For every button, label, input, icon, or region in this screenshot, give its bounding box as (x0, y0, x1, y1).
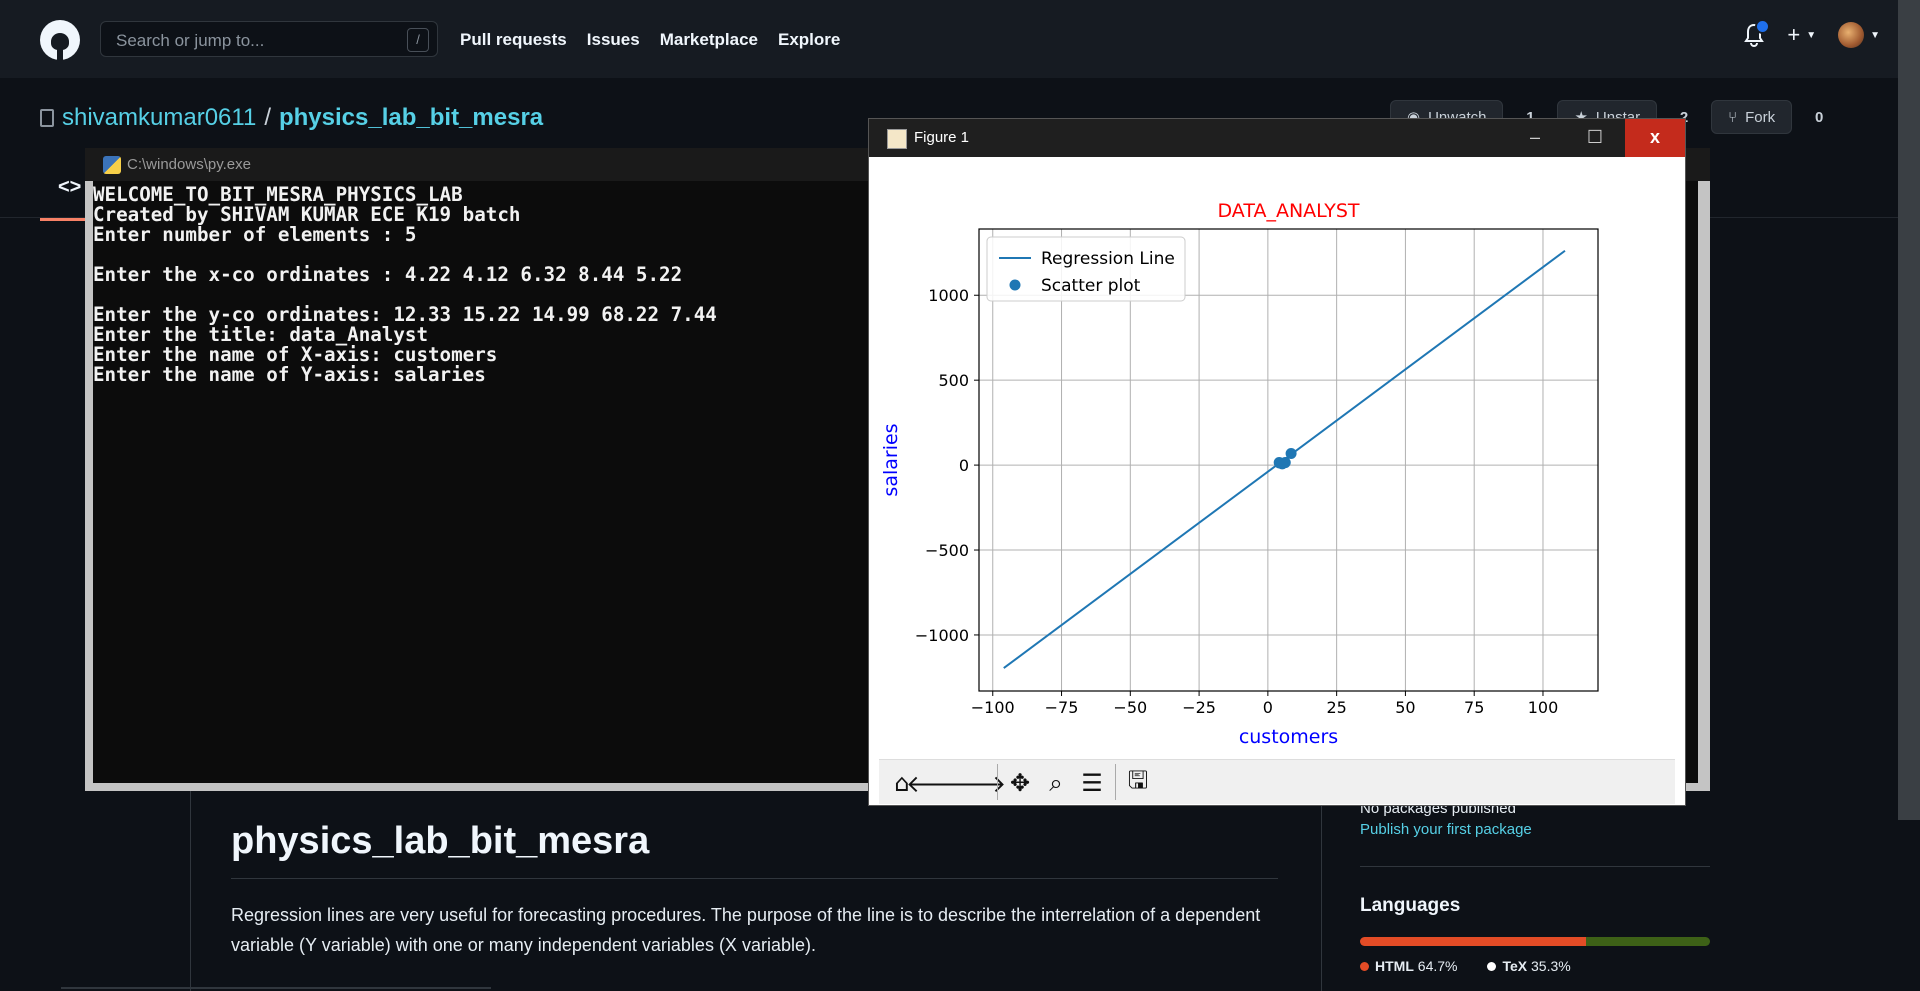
languages-heading: Languages (1360, 895, 1461, 916)
readme-panel: physics_lab_bit_mesra Regression lines a… (61, 760, 1322, 991)
github-logo-icon[interactable] (40, 20, 80, 60)
fork-button[interactable]: ⑂ Fork (1711, 100, 1793, 134)
github-header: Search or jump to... / Pull requests Iss… (0, 0, 1920, 78)
search-shortcut-key: / (407, 28, 429, 52)
fork-label: Fork (1745, 108, 1776, 126)
language-bar-html (1360, 937, 1587, 946)
x-tick-label: −50 (1113, 698, 1147, 717)
toolbar-divider (997, 764, 998, 800)
code-icon: <> (58, 176, 82, 198)
readme-text: Regression lines are very useful for for… (231, 905, 1261, 955)
zoom-icon[interactable]: ⌕ (1049, 769, 1063, 797)
language-percent: 35.3% (1531, 958, 1571, 974)
x-tick-label: 50 (1395, 698, 1415, 717)
toolbar-divider (1115, 764, 1116, 800)
x-tick-label: 75 (1464, 698, 1484, 717)
scatter-point (1276, 458, 1288, 470)
x-tick-label: −75 (1045, 698, 1079, 717)
close-button[interactable]: x (1625, 119, 1685, 157)
publish-package-link[interactable]: Publish your first package (1360, 821, 1532, 838)
language-dot-icon (1360, 962, 1369, 971)
y-tick-label: 1000 (928, 286, 969, 305)
legend-box (986, 236, 1186, 302)
x-tick-label: −25 (1182, 698, 1216, 717)
watch-count[interactable]: 1 (1526, 108, 1535, 126)
breadcrumb-separator: / (264, 104, 271, 131)
nav-marketplace[interactable]: Marketplace (659, 30, 758, 49)
star-count[interactable]: 2 (1679, 108, 1689, 126)
python-icon (103, 156, 121, 174)
x-axis-label: customers (1239, 726, 1338, 748)
create-new-dropdown[interactable]: + ▼ (1787, 22, 1816, 48)
x-tick-label: −100 (971, 698, 1015, 717)
fork-icon: ⑂ (1728, 108, 1738, 126)
plus-icon: + (1787, 22, 1801, 47)
scatter-point (1285, 448, 1297, 460)
page-scrollbar[interactable] (1898, 0, 1920, 820)
x-tick-label: 25 (1326, 698, 1346, 717)
figure-window: Figure 1 – ☐ x −100 −75 −50 −25 0 25 50 75 100 −1… (868, 118, 1686, 806)
figure-titlebar[interactable]: Figure 1 – ☐ x (869, 119, 1685, 157)
home-icon[interactable]: ⌂ (894, 769, 910, 797)
y-tick-label: −500 (925, 541, 969, 560)
language-percent: 64.7% (1417, 958, 1458, 974)
y-tick-label: 500 (938, 371, 969, 390)
header-actions: + ▼ ▼ (1743, 19, 1880, 48)
readme-title: physics_lab_bit_mesra (231, 820, 650, 862)
fork-count[interactable]: 0 (1814, 108, 1824, 126)
repo-breadcrumb: shivamkumar0611 / physics_lab_bit_mesra (40, 104, 543, 132)
save-icon[interactable]: 🖫 (1127, 765, 1149, 794)
chart[interactable]: −100 −75 −50 −25 0 25 50 75 100 −1000 −500 0 500 1000… (879, 157, 1675, 759)
maximize-button[interactable]: ☐ (1586, 127, 1604, 147)
repo-name-link[interactable]: physics_lab_bit_mesra (278, 104, 544, 131)
plot-area: −100 −75 −50 −25 0 25 50 75 100 −1000 −500 0 500 1000… (879, 157, 1675, 759)
y-axis-label: salaries (880, 423, 902, 496)
legend-label-regression: Regression Line (1041, 249, 1175, 269)
language-dot-icon (1487, 962, 1497, 971)
tab-code[interactable]: <> (40, 170, 115, 221)
chart-title: DATA_ANALYST (1218, 200, 1360, 222)
figure-app-icon (887, 129, 907, 149)
x-tick-label: 0 (1263, 698, 1273, 717)
sidebar-divider (1360, 866, 1710, 867)
language-name: HTML (1375, 958, 1414, 974)
divider (61, 987, 491, 989)
minimize-button[interactable]: – (1529, 127, 1540, 147)
avatar (1838, 22, 1865, 48)
y-tick-label: 0 (959, 456, 969, 475)
figure-toolbar: ⌂ 🡐 🡒 ✥ ⌕ ☰ 🖫 (879, 759, 1675, 804)
console-text: WELCOME_TO_BIT_MESRA_PHYSICS_LAB Created… (93, 183, 717, 386)
search-placeholder: Search or jump to... (116, 31, 265, 50)
notifications-bell-icon[interactable] (1743, 19, 1771, 47)
search-input[interactable]: Search or jump to... / (100, 21, 438, 57)
language-list: HTML 64.7% TeX 35.3% (1360, 958, 1710, 974)
language-item-tex[interactable]: TeX 35.3% (1487, 958, 1571, 974)
repo-sidebar: No packages published Publish your first… (1360, 800, 1710, 974)
console-title: C:\windows\py.exe (127, 156, 251, 173)
nav-issues[interactable]: Issues (586, 30, 640, 49)
repo-icon (40, 109, 54, 127)
repo-owner-link[interactable]: shivamkumar0611 (62, 104, 257, 131)
plot-frame (978, 228, 1599, 692)
pan-icon[interactable]: ✥ (1009, 769, 1031, 797)
legend-label-scatter: Scatter plot (1041, 276, 1141, 296)
language-item-html[interactable]: HTML 64.7% (1360, 958, 1457, 974)
notification-dot (1755, 19, 1771, 34)
nav-pull-requests[interactable]: Pull requests (460, 30, 567, 49)
figure-title: Figure 1 (914, 129, 970, 146)
y-tick-label: −1000 (915, 626, 969, 645)
language-bar (1360, 937, 1710, 946)
language-bar-tex (1586, 937, 1710, 946)
chevron-down-icon: ▼ (1806, 29, 1817, 41)
readme-title-rule (231, 878, 1278, 879)
chevron-down-icon: ▼ (1870, 29, 1880, 41)
forward-arrow-icon[interactable]: 🡒 (941, 769, 1007, 798)
top-nav: Pull requests Issues Marketplace Explore (460, 30, 840, 50)
nav-explore[interactable]: Explore (777, 30, 841, 49)
x-tick-label: 100 (1528, 698, 1559, 717)
configure-subplots-icon[interactable]: ☰ (1081, 769, 1103, 797)
language-name: TeX (1502, 958, 1528, 974)
legend-dot-swatch (1009, 279, 1021, 291)
user-menu[interactable]: ▼ (1838, 22, 1880, 48)
